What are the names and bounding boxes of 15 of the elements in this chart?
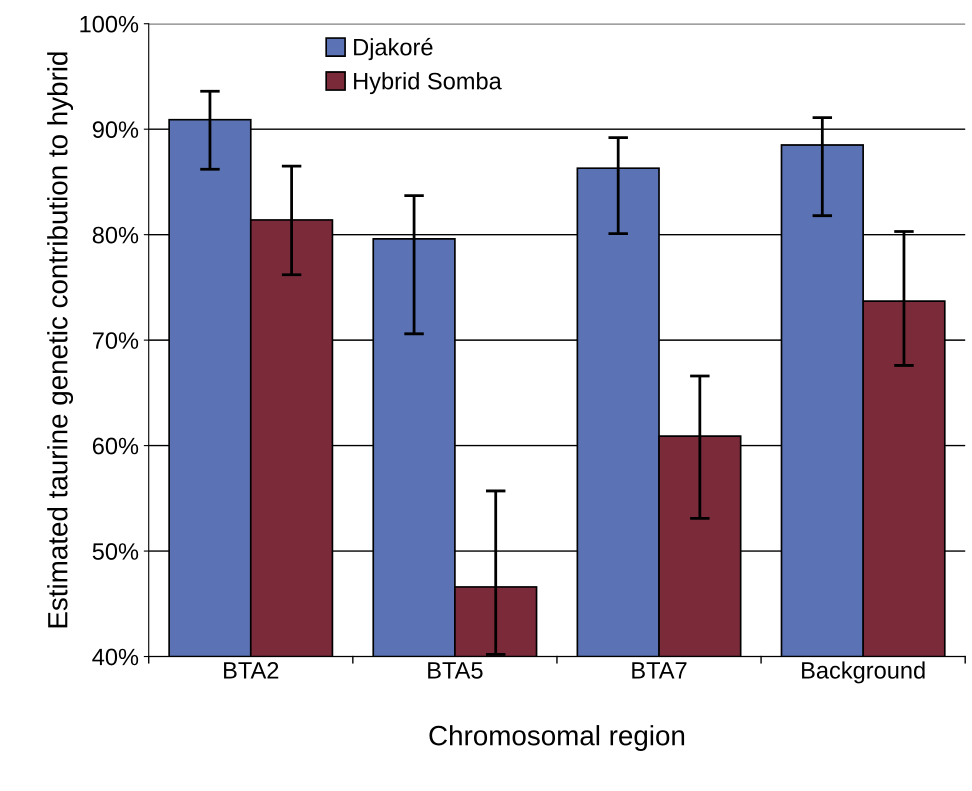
y-tick-label: 100% (80, 16, 138, 33)
y-tick-label: 40% (92, 648, 138, 666)
y-tick-label: 60% (92, 438, 138, 454)
y-axis-title: Estimated taurine genetic contribution to hybrid (47, 52, 74, 628)
x-tick-label: BTA2 (224, 662, 278, 678)
y-tick-label: 80% (92, 226, 138, 244)
x-tick-label: BTA7 (632, 662, 686, 678)
x-axis-title: Chromosomal region (429, 725, 684, 751)
y-tick-label: 50% (92, 543, 138, 560)
x-tick-label: BTA5 (428, 662, 483, 679)
y-tick-label: 70% (92, 332, 138, 349)
y-tick-label: 90% (92, 121, 138, 138)
legend-label: Djakoré (354, 38, 432, 60)
legend-label: Hybrid Somba (354, 72, 502, 94)
x-tick-label: Background (802, 661, 925, 684)
